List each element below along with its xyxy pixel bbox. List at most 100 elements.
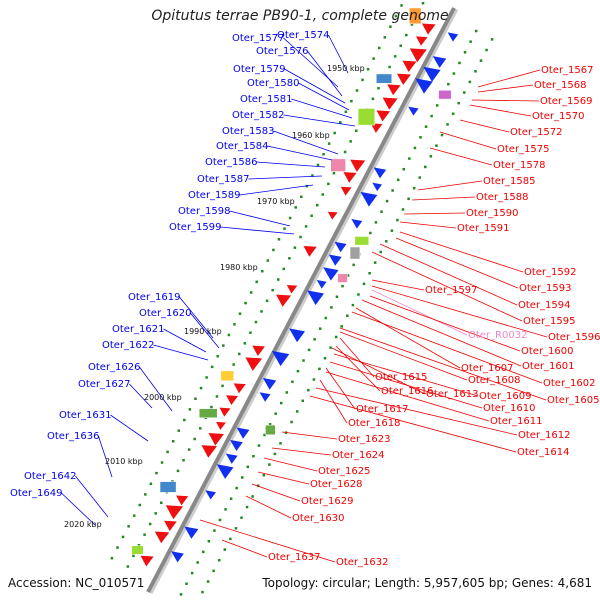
tick-dot [154, 512, 157, 515]
tick-dot [266, 259, 270, 262]
forward-gene-arrow [408, 106, 419, 116]
tick-dot [329, 346, 332, 349]
tick-dot [215, 395, 219, 398]
forward-gene-arrow [423, 66, 441, 82]
tick-dot [468, 80, 472, 84]
reverse-gene-arrow [164, 520, 177, 532]
tick-dot [245, 505, 249, 509]
tick-dot [341, 284, 344, 288]
tick-dot [463, 51, 467, 54]
tick-dot [232, 363, 235, 366]
forward-gene-arrow [259, 392, 271, 402]
tick-dot [333, 131, 336, 135]
tick-dot [160, 501, 163, 505]
left-gene-label: Oter_1636 [47, 431, 100, 442]
right-gene-label: Oter_1597 [425, 285, 478, 296]
tick-dot [302, 359, 305, 362]
forward-gene-arrow [289, 328, 306, 343]
forward-gene-arrow [316, 279, 327, 289]
tick-dot [185, 582, 188, 586]
tick-dot [391, 189, 394, 192]
reverse-leader-line [403, 212, 466, 215]
right-gene-label: Oter_1614 [517, 447, 570, 458]
tick-dot [280, 401, 283, 405]
tick-dot [396, 178, 400, 182]
tick-dot [418, 176, 421, 179]
tick-dot [458, 61, 461, 65]
tick-dot [490, 38, 494, 41]
forward-leader-line [139, 366, 173, 412]
forward-leader-line [328, 34, 349, 74]
reverse-leader-line [333, 353, 479, 397]
tick-dot [340, 325, 344, 328]
tick-dot [457, 101, 460, 105]
right-gene-label: Oter_1602 [543, 378, 596, 389]
tick-dot [144, 493, 147, 496]
left-gene-label: Oter_1581 [240, 94, 293, 105]
reverse-leader-line [477, 69, 541, 88]
tick-dot [210, 365, 214, 369]
tick-dot [212, 569, 215, 573]
reverse-leader-line [315, 387, 518, 436]
reverse-leader-line [309, 395, 517, 453]
forward-leader-line [61, 492, 96, 526]
backbone [146, 7, 459, 595]
right-gene-label: Oter_1632 [336, 557, 389, 568]
tick-dot [143, 533, 146, 536]
forward-gene-arrow [432, 56, 447, 68]
gene-category-box [131, 545, 144, 555]
reverse-leader-line [355, 307, 461, 369]
reverse-gene-arrow [233, 383, 246, 394]
gene-features [131, 7, 459, 567]
reverse-gene-arrow [370, 123, 383, 133]
right-gene-label: Oter_1611 [490, 416, 543, 427]
tick-dot [361, 78, 364, 82]
reverse-gene-arrow [409, 48, 427, 63]
forward-leader-line [291, 98, 353, 119]
right-gene-label: Oter_1569 [540, 96, 593, 107]
tick-dot [330, 306, 333, 309]
tick-dot [137, 544, 141, 547]
right-gene-label: Oter_1617 [356, 404, 409, 415]
tick-dot [288, 257, 291, 260]
tick-dot [380, 210, 383, 213]
tick-dot [377, 86, 380, 90]
right-gene-label: Oter_1613 [426, 389, 479, 400]
tick-dot [290, 420, 293, 424]
tick-dot [176, 469, 180, 473]
tick-dot [368, 271, 371, 275]
right-gene-label: Oter_1570 [532, 111, 585, 122]
forward-leader-line [256, 161, 326, 168]
reverse-leader-line [281, 431, 338, 440]
reverse-gene-arrow [376, 110, 391, 122]
backbone-line [146, 7, 456, 593]
scale-label: 1960 kbp [292, 131, 330, 140]
reverse-leader-line [361, 299, 522, 367]
gene-category-box [330, 158, 346, 172]
tick-dot [307, 348, 311, 352]
left-gene-label: Oter_1586 [205, 157, 258, 168]
right-gene-label: Oter_1618 [348, 418, 401, 429]
tick-dot [463, 91, 466, 94]
tick-dot [285, 391, 289, 394]
tick-dot [240, 516, 243, 519]
tick-dot [383, 36, 387, 39]
right-gene-label: Oter_1578 [493, 160, 546, 171]
scale-label: 1990 kbp [184, 327, 222, 336]
reverse-leader-line [263, 457, 318, 472]
tick-dot [238, 312, 242, 315]
forward-leader-line [163, 328, 207, 353]
forward-gene-arrow [447, 32, 459, 42]
reverse-gene-arrow [154, 531, 170, 544]
tick-dot [429, 155, 433, 158]
tick-dot [237, 352, 241, 356]
tick-dot [282, 267, 286, 271]
forward-gene-arrow [171, 551, 184, 563]
tick-dot [121, 535, 125, 539]
right-gene-label: Oter_1605 [547, 395, 600, 406]
reverse-leader-line [325, 367, 356, 410]
forward-leader-line [273, 130, 339, 155]
gene-category-box [438, 90, 452, 100]
right-gene-label: Oter_1608 [468, 375, 521, 386]
